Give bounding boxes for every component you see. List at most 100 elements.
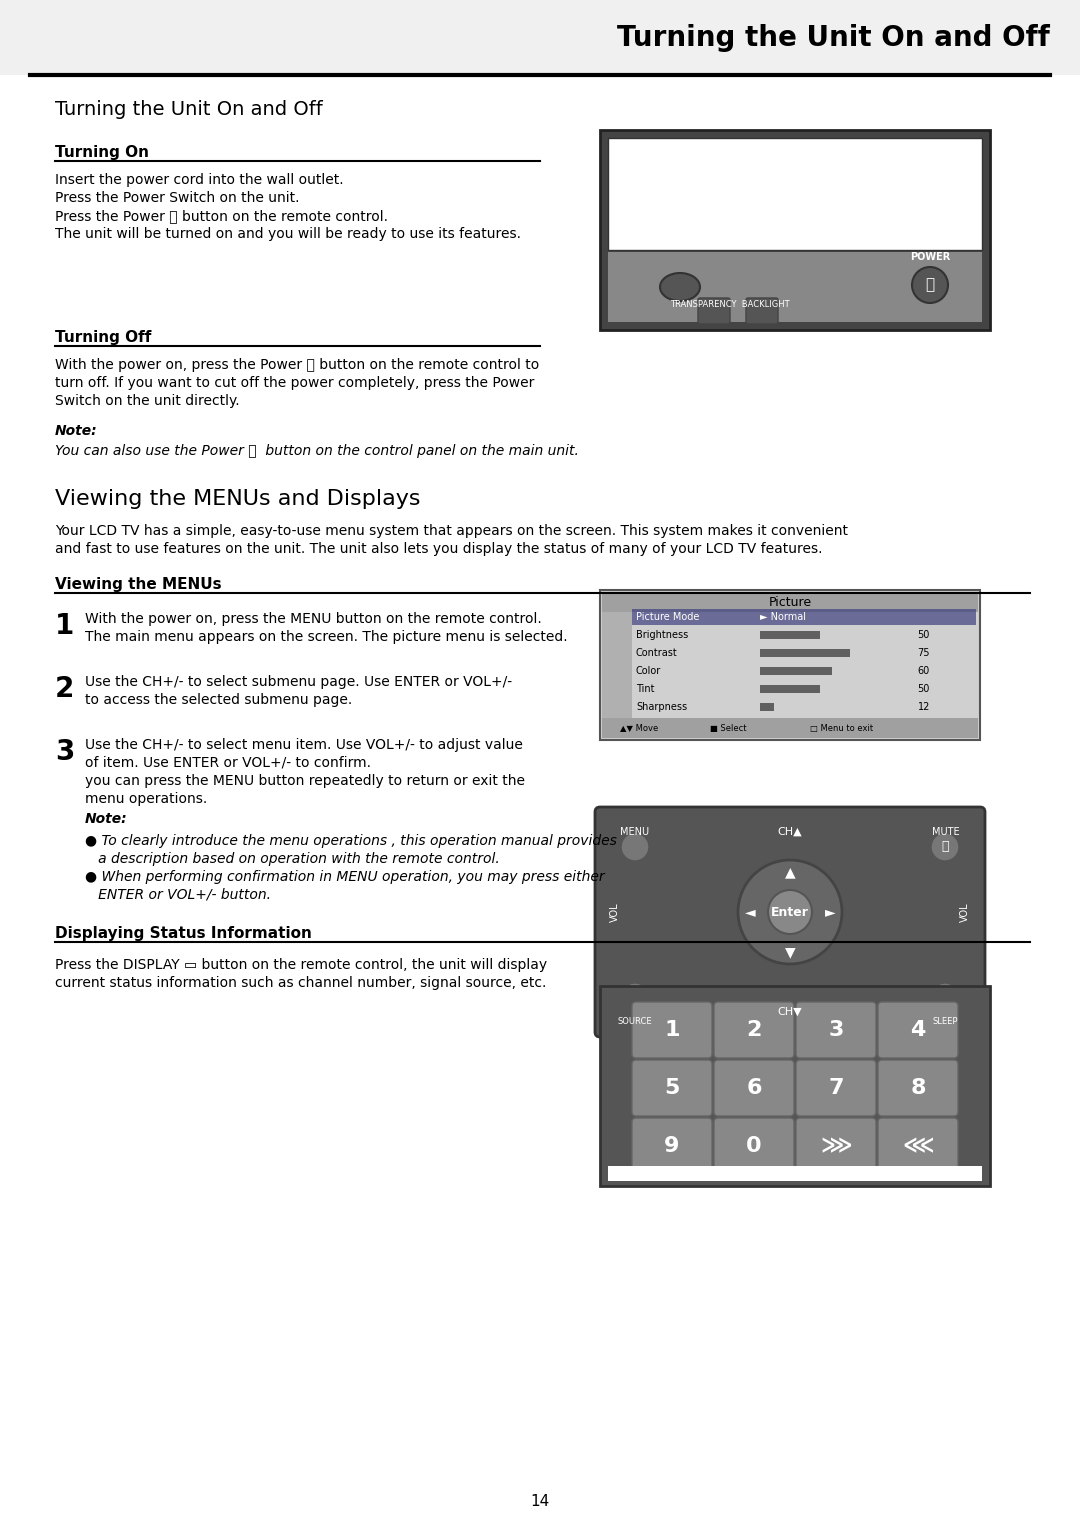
Text: ◄: ◄ <box>745 906 755 919</box>
Text: 8: 8 <box>910 1078 926 1098</box>
Text: Tint: Tint <box>636 684 654 693</box>
Circle shape <box>621 983 649 1011</box>
Bar <box>760 649 850 657</box>
Text: Turning Off: Turning Off <box>55 330 151 345</box>
Text: VOL: VOL <box>960 902 970 922</box>
Text: Picture Mode: Picture Mode <box>636 612 700 621</box>
Text: Use the CH+/- to select menu item. Use VOL+/- to adjust value: Use the CH+/- to select menu item. Use V… <box>85 738 523 751</box>
Text: Switch on the unit directly.: Switch on the unit directly. <box>55 394 240 408</box>
Text: of item. Use ENTER or VOL+/- to confirm.: of item. Use ENTER or VOL+/- to confirm. <box>85 756 372 770</box>
Text: 6: 6 <box>746 1078 761 1098</box>
Text: ⏻: ⏻ <box>926 278 934 293</box>
Text: Enter: Enter <box>771 906 809 919</box>
FancyBboxPatch shape <box>600 986 990 1186</box>
FancyBboxPatch shape <box>632 1002 712 1058</box>
Text: 1: 1 <box>664 1020 679 1040</box>
Text: Turning the Unit On and Off: Turning the Unit On and Off <box>55 99 323 119</box>
Text: Sharpness: Sharpness <box>636 702 687 712</box>
Text: ⋙: ⋙ <box>820 1136 852 1156</box>
FancyBboxPatch shape <box>698 298 730 324</box>
Text: 5: 5 <box>664 1078 679 1098</box>
Text: Viewing the MENUs: Viewing the MENUs <box>55 577 221 592</box>
Text: Color: Color <box>636 666 661 676</box>
Text: Note:: Note: <box>55 425 97 438</box>
Text: Insert the power cord into the wall outlet.: Insert the power cord into the wall outl… <box>55 173 343 186</box>
Text: 12: 12 <box>918 702 930 712</box>
Text: Press the Power ⏻ button on the remote control.: Press the Power ⏻ button on the remote c… <box>55 209 388 223</box>
Text: ▲▼ Move: ▲▼ Move <box>620 724 658 733</box>
Text: 60: 60 <box>918 666 930 676</box>
Text: Picture: Picture <box>769 596 811 608</box>
Text: 3: 3 <box>828 1020 843 1040</box>
Text: Use the CH+/- to select submenu page. Use ENTER or VOL+/-: Use the CH+/- to select submenu page. Us… <box>85 675 512 689</box>
Text: 3: 3 <box>55 738 75 767</box>
Ellipse shape <box>660 273 700 301</box>
Text: You can also use the Power ⏻  button on the control panel on the main unit.: You can also use the Power ⏻ button on t… <box>55 444 579 458</box>
Text: 2: 2 <box>55 675 75 702</box>
Text: Contrast: Contrast <box>636 647 678 658</box>
Text: to access the selected submenu page.: to access the selected submenu page. <box>85 693 352 707</box>
Text: ⋘: ⋘ <box>902 1136 934 1156</box>
Bar <box>602 592 978 612</box>
Text: Press the DISPLAY ▭ button on the remote control, the unit will display: Press the DISPLAY ▭ button on the remote… <box>55 957 548 973</box>
Text: With the power on, press the MENU button on the remote control.: With the power on, press the MENU button… <box>85 612 542 626</box>
Text: MENU: MENU <box>620 828 649 837</box>
Text: ▲: ▲ <box>785 864 795 880</box>
Text: ► Normal: ► Normal <box>760 612 806 621</box>
Bar <box>602 718 978 738</box>
FancyBboxPatch shape <box>595 806 985 1037</box>
Text: □ Menu to exit: □ Menu to exit <box>810 724 873 733</box>
Text: turn off. If you want to cut off the power completely, press the Power: turn off. If you want to cut off the pow… <box>55 376 535 389</box>
Text: POWER: POWER <box>909 252 950 263</box>
Bar <box>0 0 1080 75</box>
Text: Brightness: Brightness <box>636 631 688 640</box>
Text: 0: 0 <box>746 1136 761 1156</box>
Bar <box>602 612 632 718</box>
Text: menu operations.: menu operations. <box>85 793 207 806</box>
FancyBboxPatch shape <box>878 1118 958 1174</box>
Text: ● To clearly introduce the menu operations , this operation manual provides: ● To clearly introduce the menu operatio… <box>85 834 617 847</box>
Circle shape <box>931 983 959 1011</box>
Text: SLEEP: SLEEP <box>932 1017 958 1026</box>
Circle shape <box>738 860 842 964</box>
Text: ■ Select: ■ Select <box>710 724 746 733</box>
Text: TRANSPARENCY  BACKLIGHT: TRANSPARENCY BACKLIGHT <box>671 299 789 308</box>
Text: you can press the MENU button repeatedly to return or exit the: you can press the MENU button repeatedly… <box>85 774 525 788</box>
FancyBboxPatch shape <box>746 298 778 324</box>
FancyBboxPatch shape <box>714 1002 794 1058</box>
FancyBboxPatch shape <box>878 1060 958 1116</box>
Bar <box>760 686 820 693</box>
Text: 2: 2 <box>746 1020 761 1040</box>
Circle shape <box>621 834 649 861</box>
Bar <box>608 252 982 322</box>
Bar <box>608 137 982 250</box>
Text: Note:: Note: <box>85 812 127 826</box>
Text: and fast to use features on the unit. The unit also lets you display the status : and fast to use features on the unit. Th… <box>55 542 823 556</box>
Text: 9: 9 <box>664 1136 679 1156</box>
Text: 50: 50 <box>918 631 930 640</box>
Text: ● When performing confirmation in MENU operation, you may press either: ● When performing confirmation in MENU o… <box>85 870 605 884</box>
Text: 7: 7 <box>828 1078 843 1098</box>
FancyBboxPatch shape <box>878 1002 958 1058</box>
Bar <box>608 1167 982 1180</box>
Text: Turning the Unit On and Off: Turning the Unit On and Off <box>617 24 1050 52</box>
Text: With the power on, press the Power ⏻ button on the remote control to: With the power on, press the Power ⏻ but… <box>55 357 539 373</box>
FancyBboxPatch shape <box>600 130 990 330</box>
Circle shape <box>931 834 959 861</box>
Text: Turning On: Turning On <box>55 145 149 160</box>
Text: 4: 4 <box>910 1020 926 1040</box>
FancyBboxPatch shape <box>632 1118 712 1174</box>
Text: ENTER or VOL+/- button.: ENTER or VOL+/- button. <box>85 889 271 902</box>
FancyBboxPatch shape <box>714 1118 794 1174</box>
Text: 🔇: 🔇 <box>942 840 948 854</box>
Text: current status information such as channel number, signal source, etc.: current status information such as chann… <box>55 976 546 989</box>
Bar <box>760 631 820 638</box>
Bar <box>760 667 832 675</box>
Text: VOL: VOL <box>610 902 620 922</box>
Text: CH▼: CH▼ <box>778 1006 802 1017</box>
Text: MUTE: MUTE <box>932 828 960 837</box>
FancyBboxPatch shape <box>796 1118 876 1174</box>
FancyBboxPatch shape <box>796 1002 876 1058</box>
FancyBboxPatch shape <box>600 589 980 741</box>
Bar <box>760 702 774 712</box>
